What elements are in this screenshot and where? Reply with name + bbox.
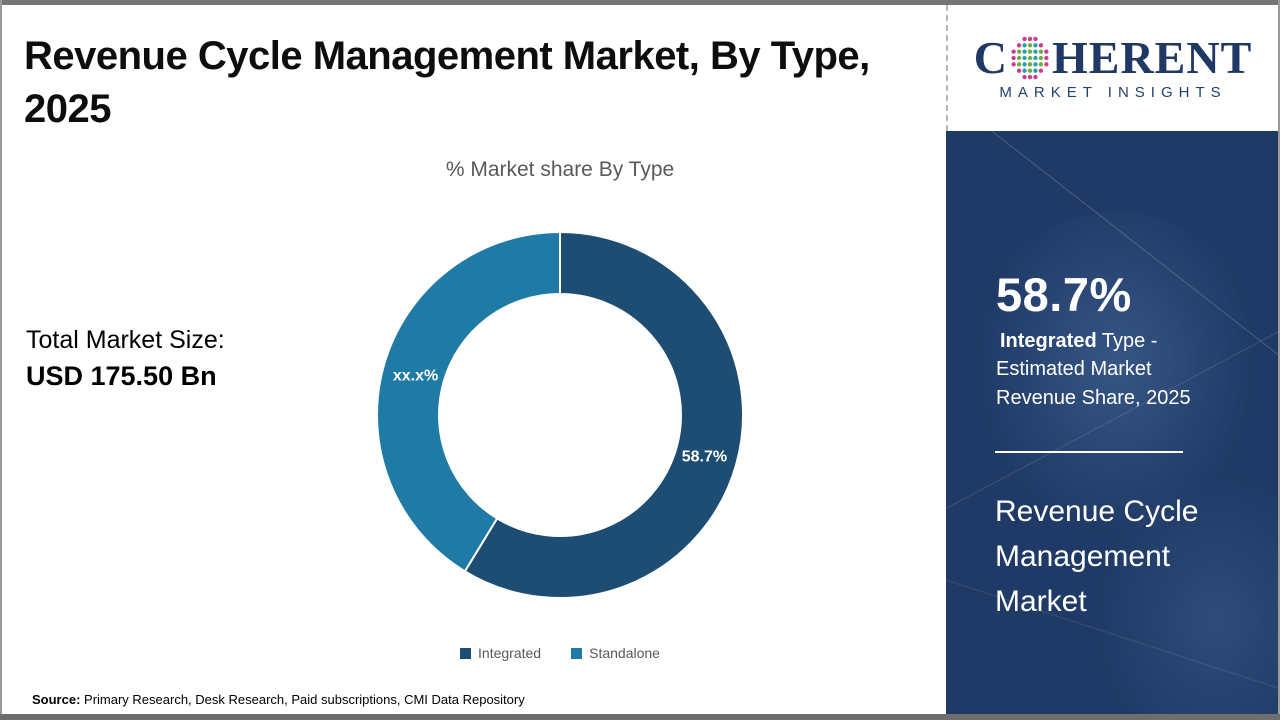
logo-word-end: HERENT [1051, 32, 1253, 83]
map-texture [966, 211, 1266, 551]
logo-word-start: C [973, 32, 1008, 83]
right-info-panel: 58.7% Integrated Type - Estimated Market… [946, 131, 1278, 714]
slice-data-label: 58.7% [682, 448, 727, 465]
panel-market-title: Revenue Cycle Management Market [995, 495, 1199, 618]
donut-slice-standalone [375, 230, 561, 573]
frame-border-left [0, 0, 2, 720]
legend-swatch-icon [460, 647, 472, 659]
stat-rest: Type - Estimated Market Revenue Share, 2… [996, 330, 1191, 409]
source-label: Source: [32, 692, 81, 707]
brand-logo: C HERENT [974, 35, 1253, 81]
frame-border-right [1278, 0, 1280, 720]
chart-title: % Market share By Type [445, 158, 675, 181]
page-title: Revenue Cycle Management Market, By Type… [24, 34, 870, 131]
stat-keyword: Integrated [1000, 330, 1097, 352]
highlight-stat-value: 58.7% [996, 268, 1132, 321]
brand-logo-area: C HERENT MARKET INSIGHTS [946, 5, 1278, 131]
donut-chart: 58.7% xx.x% [375, 230, 744, 599]
total-market-size-value: USD 175.50 Bn [26, 361, 217, 392]
legend-swatch-icon [571, 647, 583, 659]
source-note: Source: Primary Research, Desk Research,… [32, 692, 525, 707]
slice-data-label: xx.x% [393, 368, 438, 385]
frame-border-bottom [0, 714, 1280, 720]
legend-item-integrated: Integrated [460, 645, 541, 661]
legend-label: Integrated [478, 645, 542, 661]
legend-item-standalone: Standalone [571, 645, 660, 661]
source-text: Primary Research, Desk Research, Paid su… [80, 692, 525, 707]
legend-label: Standalone [589, 645, 660, 661]
frame-border-top [0, 0, 1280, 5]
total-market-size-label: Total Market Size: [26, 326, 225, 354]
chart-legend: Integrated Standalone [260, 645, 860, 661]
divider-line [995, 451, 1183, 453]
highlight-stat-description: Integrated Type - Estimated Market Reven… [996, 327, 1214, 412]
coherent-globe-icon [1011, 36, 1049, 80]
logo-subtitle: MARKET INSIGHTS [999, 84, 1227, 101]
total-market-size-block: Total Market Size: USD 175.50 Bn [26, 322, 225, 395]
donut-slice-integrated [463, 230, 744, 599]
